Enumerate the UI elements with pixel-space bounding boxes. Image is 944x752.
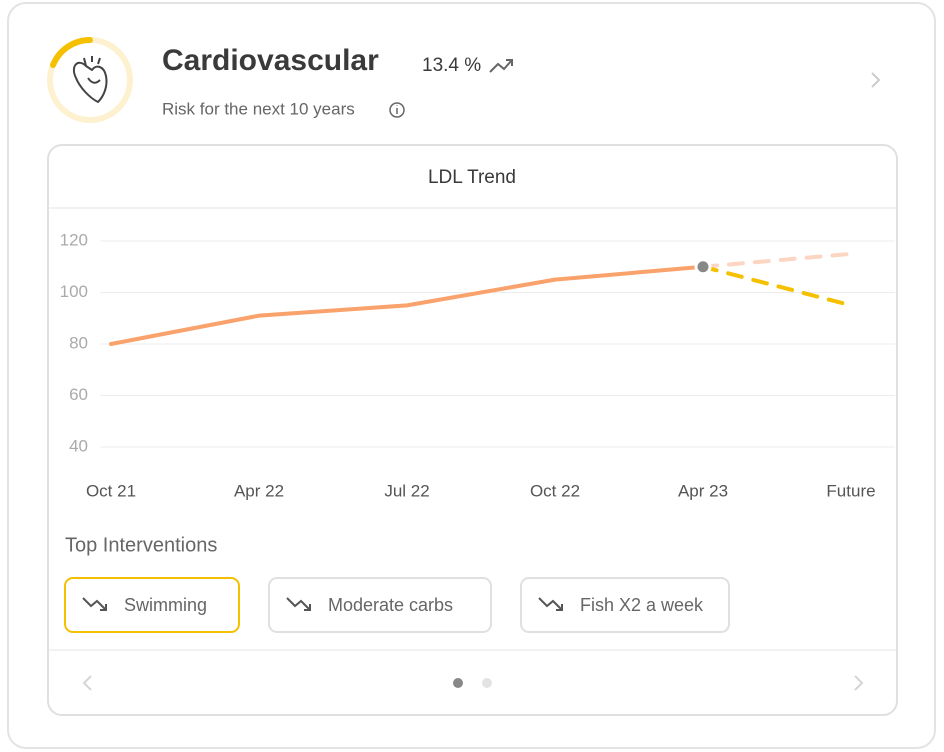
current-point bbox=[694, 258, 712, 276]
intervention-chip[interactable] bbox=[520, 577, 730, 633]
title: Cardiovascular bbox=[162, 44, 379, 77]
subtitle: Risk for the next 10 years bbox=[162, 99, 355, 118]
x-tick-label: Future bbox=[826, 481, 875, 500]
info-icon[interactable] bbox=[389, 102, 405, 118]
risk-value: 13.4 % bbox=[422, 55, 481, 76]
plot: 40 60 80 100 120 Oct 21 Apr 22 Jul 22 Oct 22 Apr … bbox=[60, 230, 895, 500]
trend-down-icon bbox=[538, 597, 563, 611]
x-tick-label: Jul 22 bbox=[384, 481, 429, 500]
heart-icon bbox=[72, 56, 108, 103]
x-tick-label: Oct 21 bbox=[86, 481, 136, 500]
chips: Swimming Moderate carbs Fish X2 a week bbox=[64, 577, 730, 633]
y-tick-label: 120 bbox=[60, 230, 88, 249]
line-series bbox=[701, 264, 853, 308]
chip-label: Moderate carbs bbox=[328, 595, 453, 615]
x-tick-label: Apr 22 bbox=[234, 481, 284, 500]
y-tick-label: 80 bbox=[69, 333, 88, 352]
section-title: Top Interventions bbox=[65, 534, 217, 556]
risk-ring-arc bbox=[50, 37, 93, 68]
y-tick-label: 100 bbox=[60, 282, 88, 301]
chart-title: LDL Trend bbox=[428, 167, 516, 188]
page-dot[interactable] bbox=[453, 678, 463, 688]
trend-down-icon bbox=[286, 597, 311, 611]
line-series bbox=[109, 264, 705, 346]
chart-panel bbox=[47, 144, 898, 716]
trend-down-icon bbox=[82, 597, 107, 611]
open-chevron[interactable] bbox=[871, 72, 881, 88]
line-series bbox=[701, 251, 853, 269]
intervention-chip[interactable] bbox=[268, 577, 492, 633]
x-tick-label: Oct 22 bbox=[530, 481, 580, 500]
y-tick-label: 60 bbox=[69, 385, 88, 404]
y-tick-label: 40 bbox=[69, 436, 88, 455]
page-dot[interactable] bbox=[482, 678, 492, 688]
chip-label: Fish X2 a week bbox=[580, 595, 704, 615]
x-tick-label: Apr 23 bbox=[678, 481, 728, 500]
next-button[interactable] bbox=[854, 675, 864, 691]
trend-icon bbox=[489, 59, 513, 73]
intervention-chip[interactable] bbox=[64, 577, 240, 633]
prev-button[interactable] bbox=[82, 675, 92, 691]
chip-label: Swimming bbox=[124, 595, 207, 615]
